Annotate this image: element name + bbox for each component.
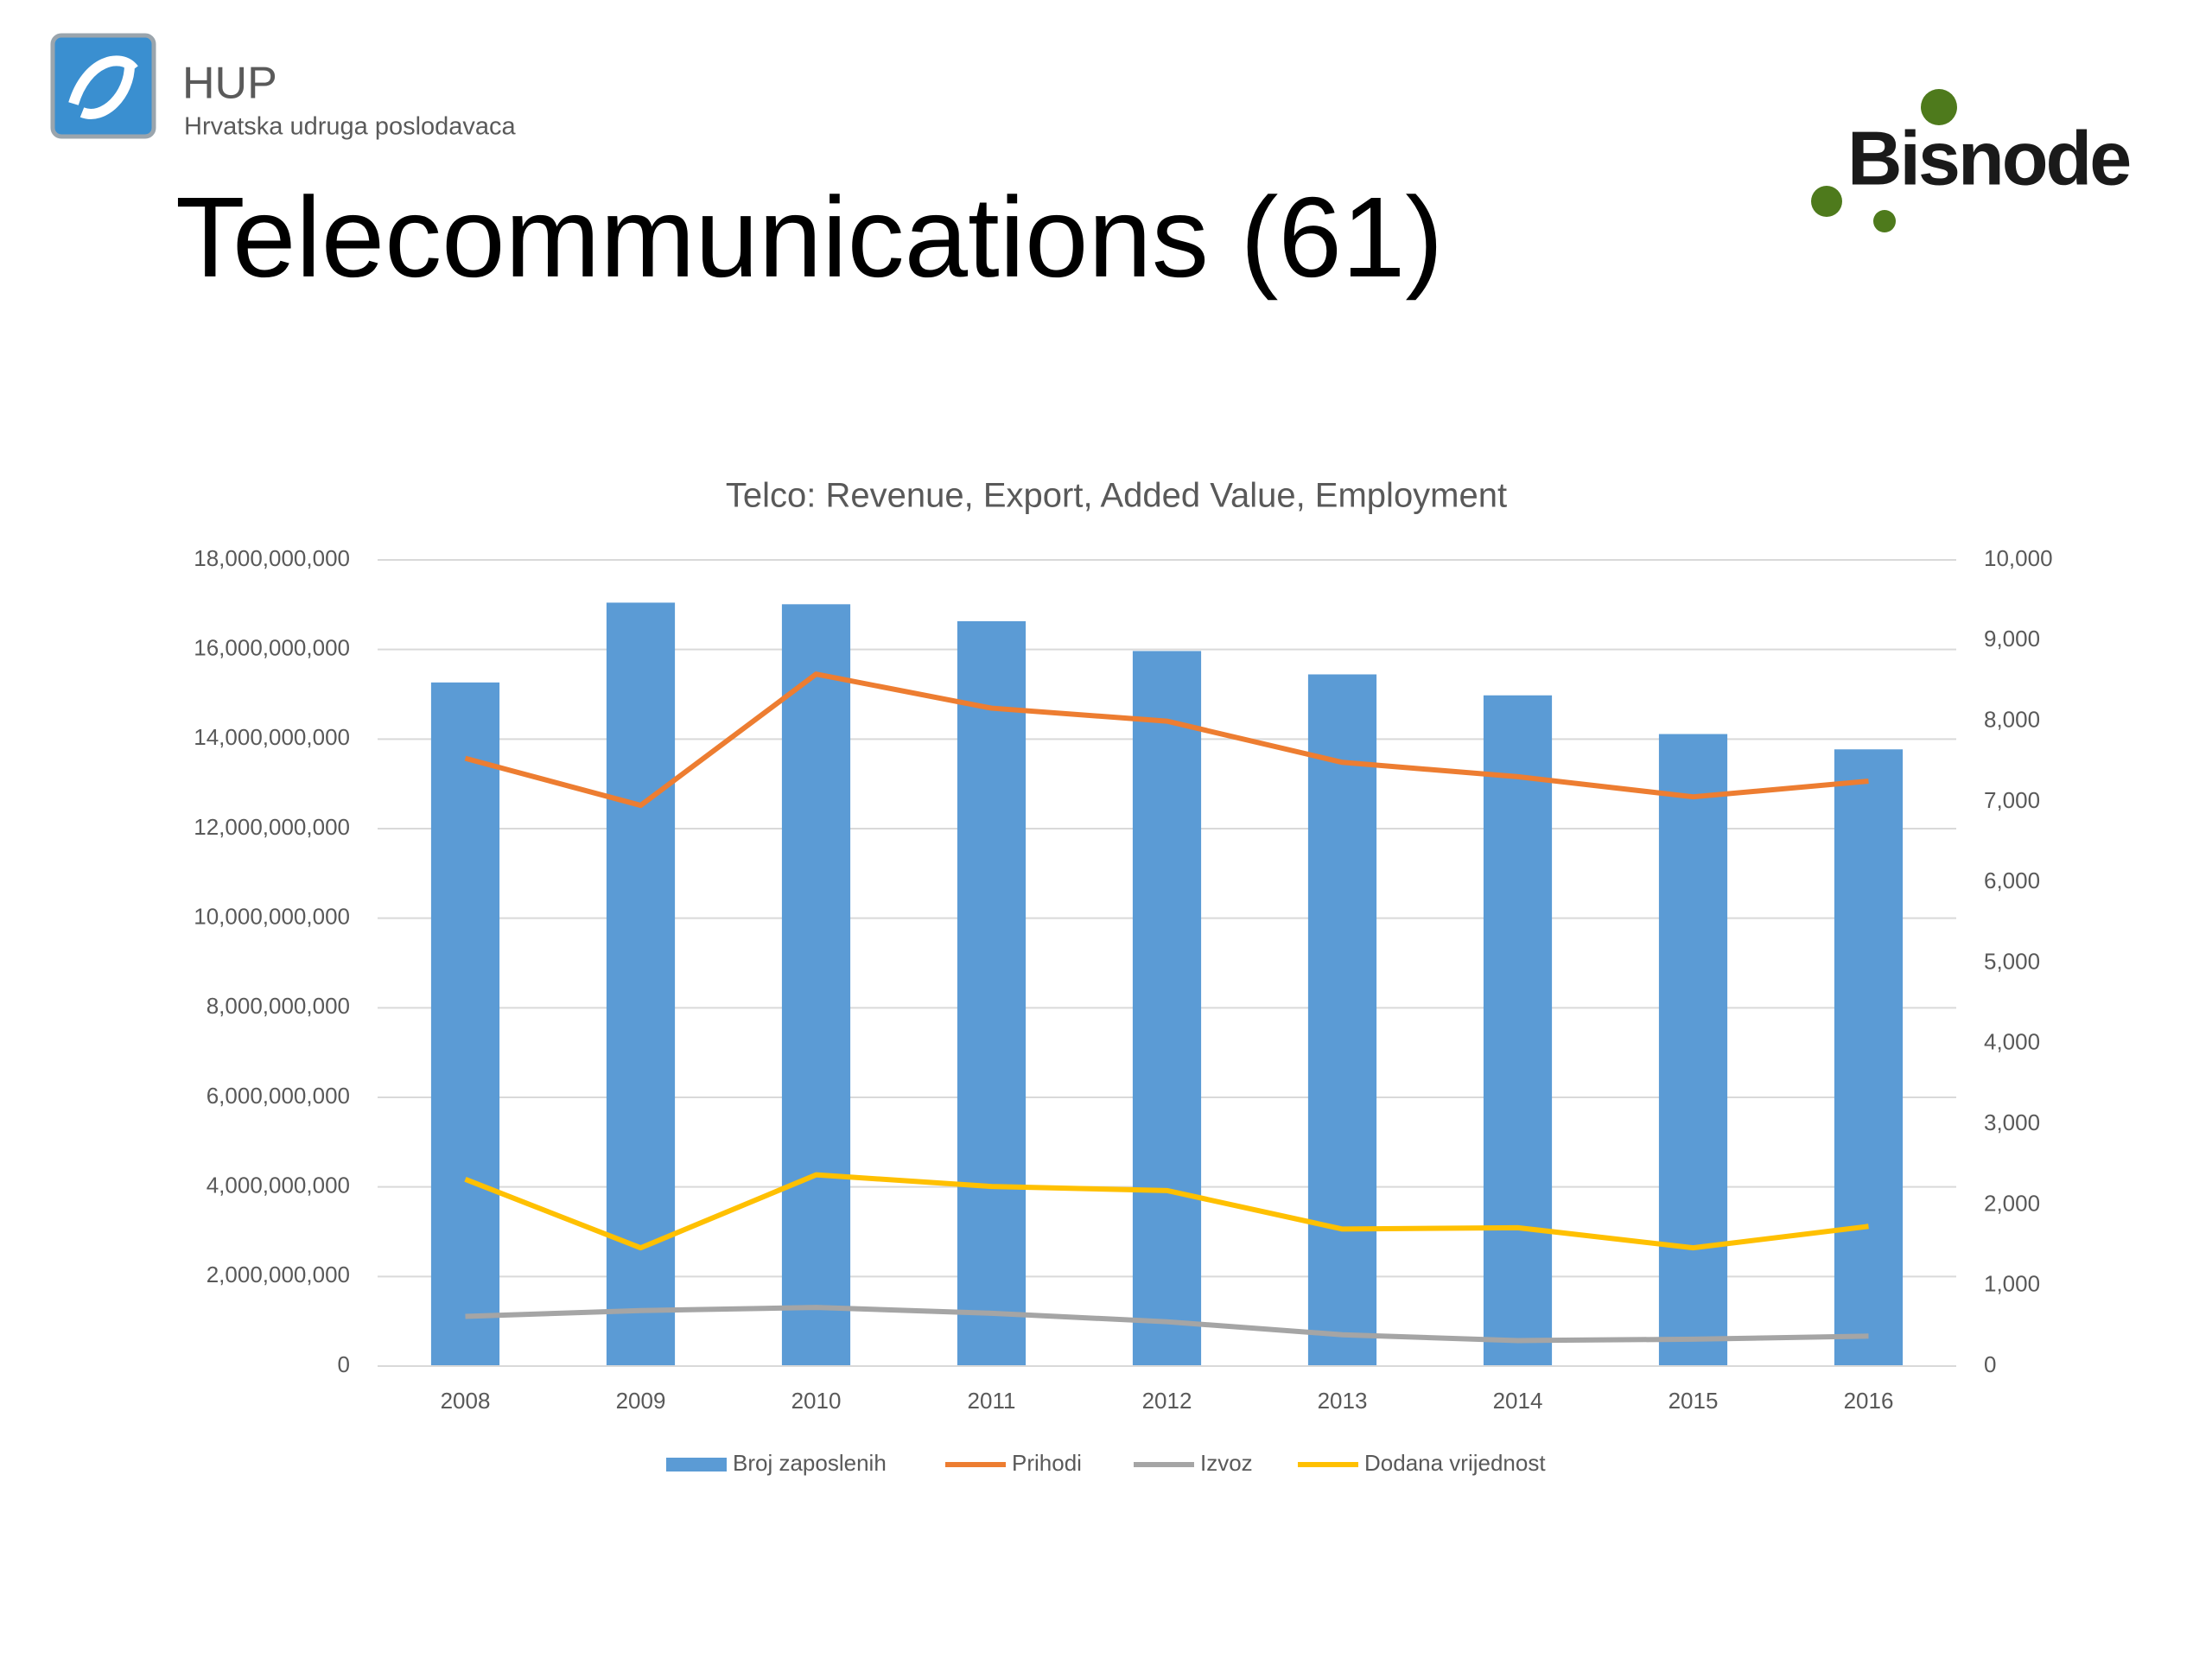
bar <box>1658 734 1728 1366</box>
y-tick-label: 4,000,000,000 <box>207 1173 350 1198</box>
bar <box>1834 749 1904 1366</box>
y-tick-label: 0 <box>338 1351 350 1377</box>
bar <box>1307 674 1377 1366</box>
y2-tick-label: 0 <box>1984 1351 1996 1377</box>
x-tick-label: 2009 <box>616 1388 666 1414</box>
x-tick-label: 2014 <box>1493 1388 1543 1414</box>
y2-tick-label: 6,000 <box>1984 868 2040 893</box>
hup-logo: HUP Hrvatska udruga poslodavaca <box>50 33 517 141</box>
x-tick-label: 2013 <box>1318 1388 1368 1414</box>
x-tick-label: 2011 <box>968 1388 1016 1414</box>
y2-tick-label: 7,000 <box>1984 787 2040 813</box>
line <box>464 671 1869 809</box>
chart-title: Telco: Revenue, Export, Added Value, Emp… <box>726 477 1507 515</box>
y-tick-label: 14,000,000,000 <box>194 724 350 750</box>
legend-label: Izvoz <box>1200 1450 1253 1476</box>
line <box>464 1172 1869 1251</box>
y2-tick-label: 5,000 <box>1984 948 2040 974</box>
bisnode-logo: Bisnode <box>1811 89 2132 232</box>
logo-dot <box>1873 210 1896 232</box>
y-tick-label: 16,000,000,000 <box>194 635 350 661</box>
bar <box>957 620 1027 1366</box>
x-tick-label: 2008 <box>441 1388 491 1414</box>
y-tick-label: 8,000,000,000 <box>207 993 350 1019</box>
y2-tick-label: 4,000 <box>1984 1029 2040 1055</box>
logo-dot <box>1811 186 1842 217</box>
bar <box>430 682 500 1366</box>
hup-icon <box>50 33 156 139</box>
hup-icon-mark <box>68 55 138 119</box>
y-tick-label: 12,000,000,000 <box>194 814 350 840</box>
line <box>465 1305 1869 1344</box>
y-tick-label: 18,000,000,000 <box>194 545 350 571</box>
y2-tick-label: 8,000 <box>1984 706 2040 732</box>
x-tick-label: 2012 <box>1142 1388 1192 1414</box>
bar <box>1132 651 1202 1366</box>
legend-label: Broj zaposlenih <box>733 1450 887 1476</box>
y-tick-label: 10,000,000,000 <box>194 904 350 930</box>
y2-tick-label: 1,000 <box>1984 1271 2040 1297</box>
x-tick-label: 2016 <box>1844 1388 1894 1414</box>
y2-tick-label: 2,000 <box>1984 1190 2040 1216</box>
logo-dot <box>1921 89 1957 125</box>
bar <box>606 602 676 1366</box>
y2-tick-label: 10,000 <box>1984 545 2053 571</box>
x-tick-label: 2015 <box>1669 1388 1719 1414</box>
y2-tick-label: 3,000 <box>1984 1109 2040 1135</box>
plot: 0 2,000,000,000 4,000,000,000 6,000,000,000… <box>194 545 2052 1476</box>
y2-tick-label: 9,000 <box>1984 626 2040 652</box>
y-tick-label: 2,000,000,000 <box>207 1262 350 1287</box>
y-tick-label: 6,000,000,000 <box>207 1083 350 1109</box>
legend-label: Dodana vrijednost <box>1364 1450 1546 1476</box>
legend-label: Prihodi <box>1012 1450 1082 1476</box>
bisnode-name: Bisnode <box>1847 115 2129 200</box>
bar <box>1483 695 1553 1366</box>
x-tick-label: 2010 <box>791 1388 842 1414</box>
legend-swatch <box>666 1458 727 1471</box>
bar <box>781 604 851 1366</box>
hup-name: HUP <box>182 59 277 109</box>
slide-title: Telecommunications (61) <box>175 174 1443 301</box>
hup-subtitle: Hrvatska udruga poslodavaca <box>184 113 517 141</box>
